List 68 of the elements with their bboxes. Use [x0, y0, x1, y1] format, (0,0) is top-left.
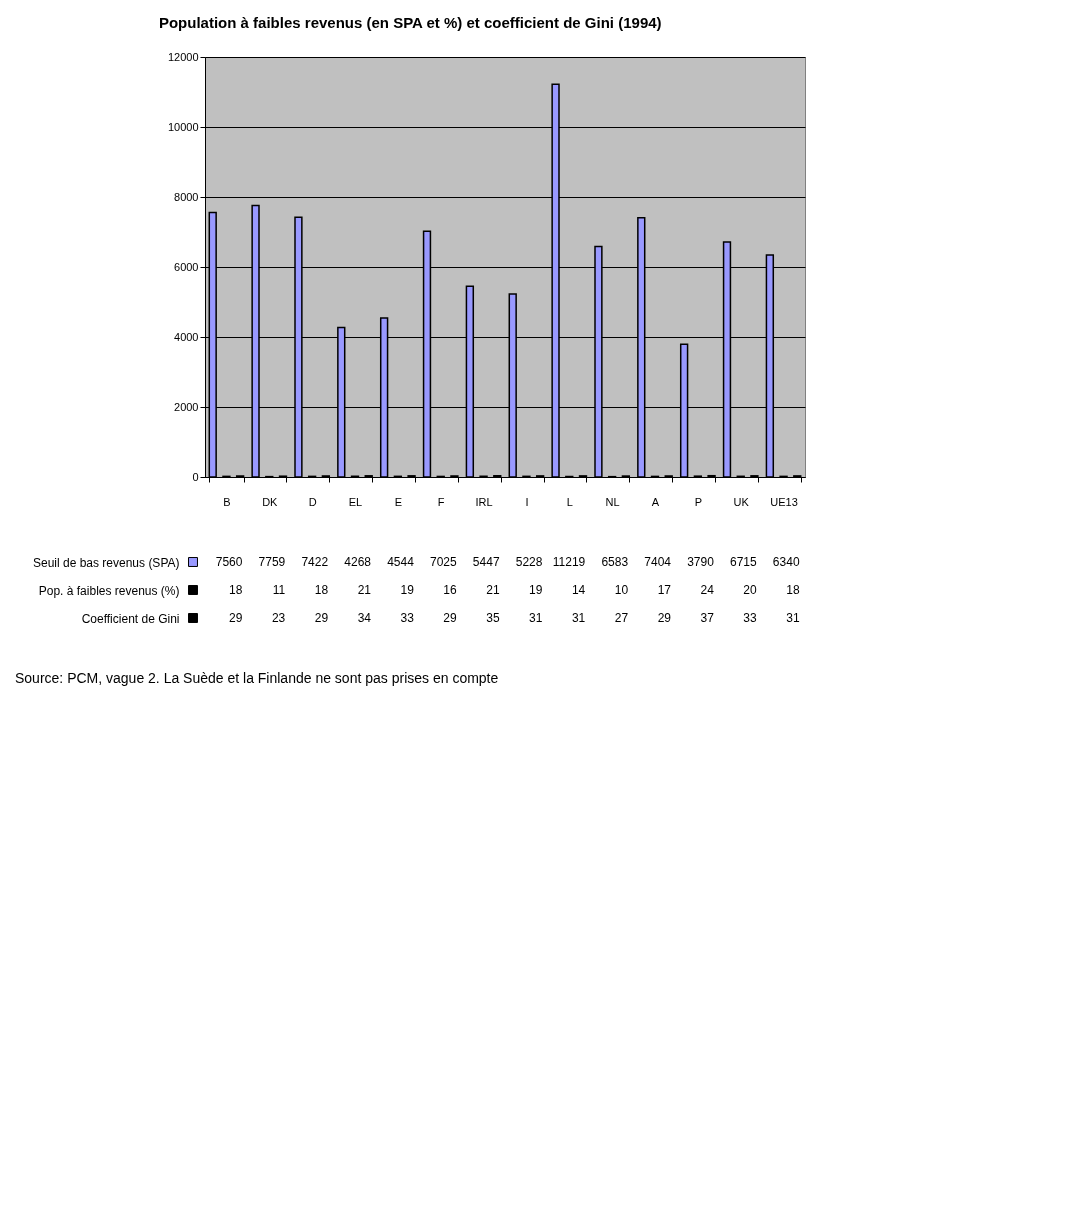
data-label: 7025: [430, 555, 458, 569]
data-label: 37: [700, 611, 715, 625]
x-tick-label: B: [223, 495, 231, 508]
x-tick-label: I: [525, 495, 529, 508]
y-tick-label: 10000: [167, 120, 199, 133]
data-label: 4544: [387, 555, 415, 569]
data-label: 18: [229, 583, 243, 597]
y-tick-label: 4000: [174, 330, 199, 343]
data-label: 7422: [301, 555, 329, 569]
data-label: 29: [314, 611, 329, 625]
data-label: 23: [271, 611, 286, 625]
x-tick-label: L: [566, 495, 573, 508]
data-label: 14: [571, 583, 586, 597]
data-label: 10: [614, 583, 629, 597]
data-label: 29: [229, 611, 243, 625]
data-label: 6340: [772, 555, 800, 569]
data-label: 16: [443, 583, 458, 597]
y-tick-label: 6000: [174, 260, 199, 273]
x-tick-label: UK: [733, 495, 750, 508]
data-label: 5447: [472, 555, 500, 569]
data-label: 11219: [552, 555, 586, 569]
x-tick-label: NL: [605, 495, 620, 508]
data-label: 35: [486, 611, 500, 625]
x-tick-label: A: [651, 495, 660, 508]
data-label: 3790: [687, 555, 715, 569]
data-label: 21: [357, 583, 372, 597]
data-label: 4268: [344, 555, 372, 569]
data-label: 7560: [215, 555, 243, 569]
data-label: 33: [400, 611, 415, 625]
data-label: 29: [443, 611, 458, 625]
y-tick-label: 8000: [174, 190, 199, 203]
data-label: 24: [700, 583, 715, 597]
data-label: 18: [314, 583, 329, 597]
data-label: 18: [786, 583, 800, 597]
x-tick-label: E: [394, 495, 403, 508]
source-note: Source: PCM, vague 2. La Suède et la Finlande ne sont pas prises en compte: [15, 670, 499, 686]
x-tick-label: D: [308, 495, 317, 508]
data-label: 21: [486, 583, 500, 597]
y-tick-label: 12000: [167, 50, 199, 63]
data-label: 7759: [258, 555, 286, 569]
data-label: 11: [272, 583, 286, 597]
data-label: 33: [743, 611, 758, 625]
y-tick-label: 2000: [174, 400, 199, 413]
data-label: 19: [529, 583, 543, 597]
data-label: 7404: [644, 555, 672, 569]
data-label: 20: [743, 583, 758, 597]
legend-label: Coefficient de Gini: [81, 611, 180, 626]
y-tick-label: 0: [192, 470, 199, 483]
data-label: 5228: [515, 555, 543, 569]
data-label: 6583: [601, 555, 629, 569]
data-label: 31: [571, 611, 586, 625]
x-tick-label: P: [694, 495, 703, 508]
x-tick-label: IRL: [475, 495, 493, 508]
data-label: 6715: [730, 555, 758, 569]
legend-label: Seuil de bas revenus (SPA): [32, 555, 180, 570]
legend-label: Pop. à faibles revenus (%): [38, 583, 180, 598]
chart-title: Population à faibles revenus (en SPA et %) et coefficient de Gini (1994): [158, 13, 662, 31]
data-label: 31: [529, 611, 543, 625]
x-tick-label: EL: [348, 495, 363, 508]
data-label: 19: [400, 583, 415, 597]
x-tick-label: UE13: [770, 495, 798, 508]
data-label: 27: [614, 611, 629, 625]
data-label: 29: [657, 611, 672, 625]
x-tick-label: DK: [262, 495, 279, 508]
data-label: 17: [657, 583, 672, 597]
data-label: 34: [357, 611, 372, 625]
data-label: 31: [786, 611, 800, 625]
x-tick-label: F: [437, 495, 445, 508]
